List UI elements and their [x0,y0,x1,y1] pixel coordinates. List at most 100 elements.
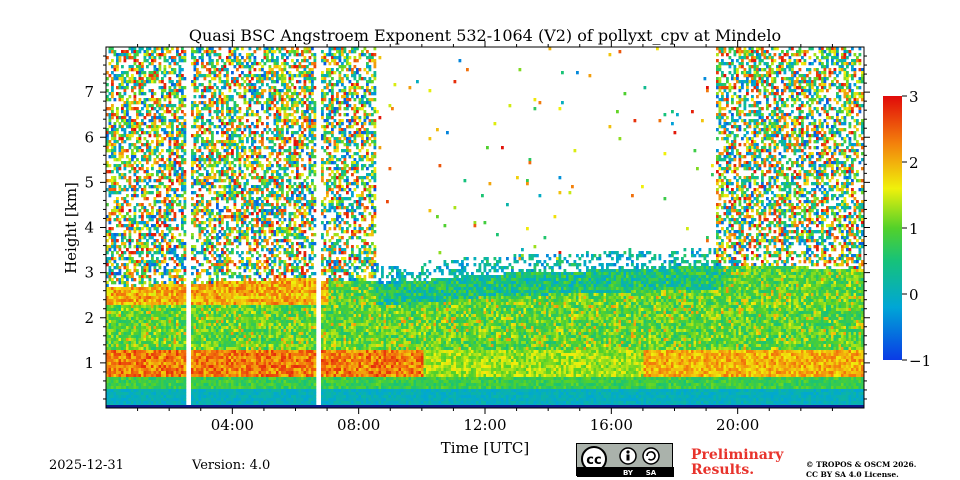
heatmap-cell-4934 [251,362,254,366]
heatmap-cell-4141 [228,302,232,306]
heatmap-cell-4221 [231,275,234,279]
heatmap-cell-584 [121,383,124,387]
heatmap-cell-587 [121,392,124,396]
heatmap-cell-1790 [156,356,159,360]
heatmap-cell-398 [116,344,119,348]
heatmap-cell-4858 [248,392,252,396]
heatmap-cell-4559 [241,260,244,264]
heatmap-cell-2609 [181,110,184,114]
heatmap-cell-4515 [238,383,242,387]
heatmap-cell-3826 [221,107,224,111]
heatmap-cell-3694 [216,302,219,306]
heatmap-cell-1005 [133,344,137,348]
heatmap-cell-609 [123,122,127,126]
heatmap-cell-2720 [183,182,187,186]
heatmap-cell-627 [123,230,127,234]
heatmap-cell-1028 [136,53,139,57]
heatmap-cell-1898 [161,53,164,57]
heatmap-cell-1668 [153,242,157,246]
heatmap-cell-4611 [243,89,247,93]
heatmap-cell-2658 [181,305,184,309]
heatmap-cell-3175 [201,299,204,303]
heatmap-cell-19 [106,170,109,174]
heatmap-cell-2523 [178,107,182,111]
heatmap-cell-369 [116,218,119,222]
heatmap-cell-231 [111,347,114,351]
heatmap-cell-1994 [163,104,167,108]
heatmap-cell-3607 [213,302,217,306]
heatmap-cell-1917 [161,155,164,159]
heatmap-cell-668 [123,371,127,375]
heatmap-cell-1075 [136,308,139,312]
heatmap-cell-1155 [138,278,142,282]
heatmap-cell-2496 [176,374,179,378]
heatmap-cell-2427 [176,83,179,87]
heatmap-cell-1942 [161,293,164,297]
heatmap-cell-4492 [238,314,242,318]
heatmap-cell-3320 [206,218,209,222]
heatmap-cell-2894 [193,155,197,159]
heatmap-cell-1573 [151,185,154,189]
heatmap-cell-4131 [228,260,232,264]
heatmap-cell-2250 [171,56,174,60]
heatmap-cell-3276 [203,368,207,372]
heatmap-cell-4475 [238,242,242,246]
heatmap-cell-945 [133,83,137,87]
heatmap-cell-4837 [248,329,252,333]
heatmap-cell-556 [121,299,124,303]
heatmap-cell-4164 [228,371,232,375]
heatmap-cell-1133 [138,149,142,153]
heatmap-cell-531 [121,161,124,165]
heatmap-cell-2675 [181,356,184,360]
heatmap-cell-73 [106,392,109,396]
heatmap-cell-4326 [233,332,237,336]
heatmap-cell-3200 [201,374,204,378]
heatmap-cell-2933 [193,335,197,339]
heatmap-cell-2474 [176,308,179,312]
heatmap-cell-1367 [143,392,147,396]
heatmap-cell-1620 [151,377,154,381]
heatmap-cell-718 [126,269,129,273]
heatmap-cell-3591 [213,230,217,234]
heatmap-cell-1751 [156,212,159,216]
heatmap-cell-4570 [241,302,244,306]
heatmap-cell-3312 [206,179,209,183]
heatmap-cell-3865 [221,290,224,294]
heatmap-cell-4694 [246,65,249,69]
heatmap-cell-1991 [163,89,167,93]
heatmap-cell-3451 [208,341,212,345]
heatmap-cell-3500 [211,167,214,171]
heatmap-cell-2335 [173,59,177,63]
heatmap-cell-2328 [171,392,174,396]
heatmap-cell-4739 [246,302,249,306]
heatmap-cell-248 [111,398,114,402]
heatmap-cell-2054 [163,365,167,369]
heatmap-cell-4727 [246,257,249,261]
heatmap-cell-288 [113,239,117,243]
heatmap-cell-3203 [201,383,204,387]
heatmap-cell-1433 [146,329,149,333]
heatmap-cell-1764 [156,269,159,273]
heatmap-cell-2694 [183,53,187,57]
heatmap-cell-4576 [241,320,244,324]
heatmap-cell-4881 [251,143,254,147]
heatmap-cell-2109 [166,290,169,294]
heatmap-cell-749 [126,362,129,366]
heatmap-cell-1724 [156,74,159,78]
heatmap-cell-189 [111,176,114,180]
heatmap-cell-2571 [178,338,182,342]
heatmap-cell-57 [106,344,109,348]
heatmap-cell-367 [116,209,119,213]
heatmap-cell-1633 [153,56,157,60]
heatmap-cell-2313 [171,347,174,351]
heatmap-cell-3274 [203,362,207,366]
heatmap-cell-1505 [148,284,152,288]
heatmap-cell-3012 [196,317,199,321]
heatmap-cell-192 [111,185,114,189]
heatmap-cell-522 [121,125,124,129]
heatmap-cell-1698 [153,344,157,348]
heatmap-cell-3045 [198,56,202,60]
heatmap-cell-1080 [136,323,139,327]
heatmap-cell-3053 [198,116,202,120]
heatmap-cell-2598 [181,59,184,63]
